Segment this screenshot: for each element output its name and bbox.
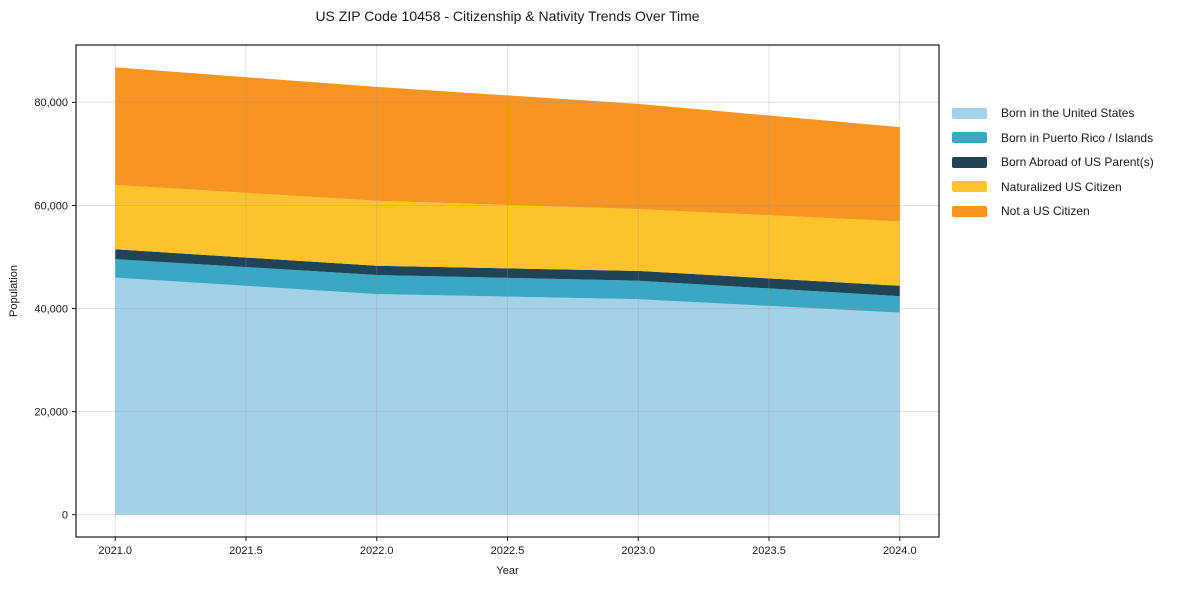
x-tick-label: 2021.5: [229, 545, 263, 557]
area-series-not-a-us-citizen: [115, 67, 900, 222]
legend-label: Not a US Citizen: [1001, 204, 1090, 219]
chart-title: US ZIP Code 10458 - Citizenship & Nativi…: [315, 8, 700, 24]
legend-swatch: [952, 156, 987, 168]
x-tick-label: 2023.0: [621, 545, 655, 557]
legend-item-naturalized-us-citizen: Naturalized US Citizen: [952, 175, 1154, 200]
axis-ticks: 2021.0 2021.5 2022.0 2022.5 2023.0 2023.5 2024…: [34, 97, 916, 557]
legend-swatch: [952, 132, 987, 144]
legend-swatch: [952, 205, 987, 217]
x-tick-label: 2022.0: [360, 545, 394, 557]
gridlines: [76, 45, 939, 537]
area-series-born-in-puerto-rico-islands: [115, 259, 900, 313]
legend-swatch: [952, 107, 987, 119]
area-series-naturalized-us-citizen: [115, 184, 900, 286]
area-series-born-in-the-united-states: [115, 277, 900, 515]
x-tick-label: 2023.5: [752, 545, 786, 557]
legend-item-born-in-the-united-states: Born in the United States: [952, 101, 1154, 126]
legend-label: Born in the United States: [1001, 106, 1135, 121]
x-axis-label: Year: [496, 565, 519, 577]
y-tick-label: 0: [62, 509, 68, 521]
y-tick-label: 40,000: [34, 303, 68, 315]
y-axis-label: Population: [8, 265, 20, 317]
legend-item-born-abroad-of-us-parent-s: Born Abroad of US Parent(s): [952, 150, 1154, 175]
x-tick-label: 2024.0: [883, 545, 917, 557]
legend-swatch: [952, 181, 987, 193]
legend-label: Naturalized US Citizen: [1001, 179, 1122, 194]
y-tick-label: 20,000: [34, 406, 68, 418]
legend-label: Born in Puerto Rico / Islands: [1001, 130, 1154, 145]
legend-label: Born Abroad of US Parent(s): [1001, 155, 1154, 170]
x-tick-label: 2022.5: [491, 545, 525, 557]
legend-item-born-in-puerto-rico-islands: Born in Puerto Rico / Islands: [952, 126, 1154, 151]
legend-item-not-a-us-citizen: Not a US Citizen: [952, 199, 1154, 224]
x-tick-label: 2021.0: [98, 545, 132, 557]
stacked-areas: [115, 67, 900, 515]
y-tick-label: 60,000: [34, 200, 68, 212]
y-tick-label: 80,000: [34, 97, 68, 109]
area-series-born-abroad-of-us-parent-s: [115, 249, 900, 297]
legend: Born in the United States Born in Puerto …: [952, 101, 1154, 224]
